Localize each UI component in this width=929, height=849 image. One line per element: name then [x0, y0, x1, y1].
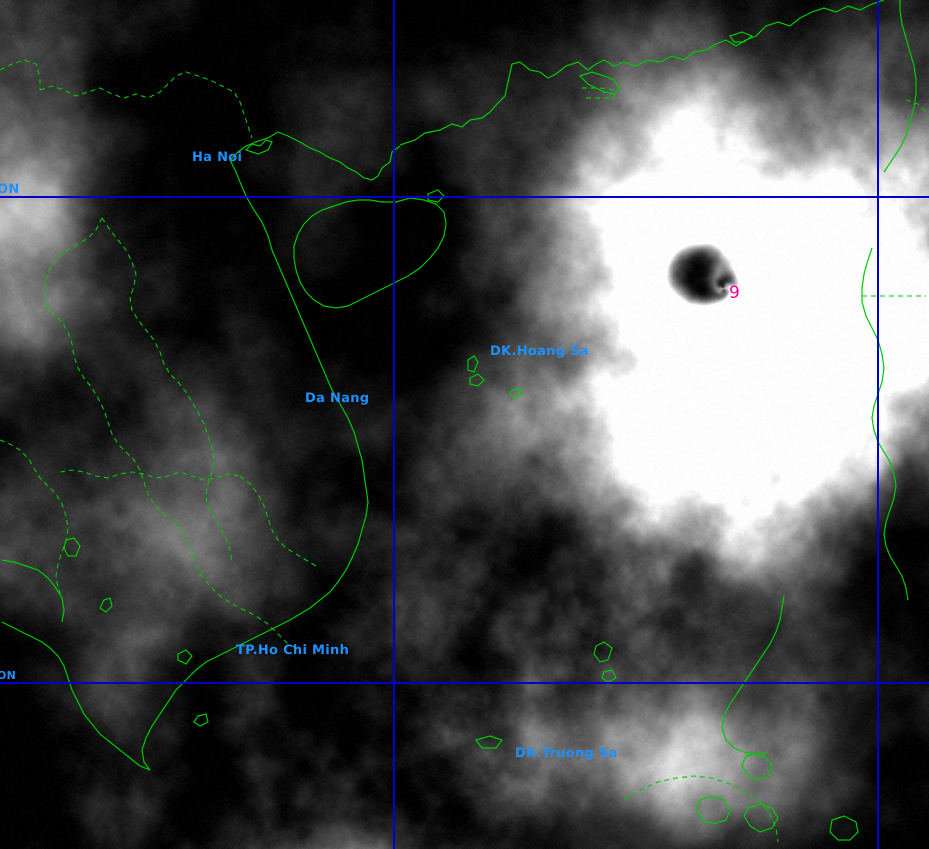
coastline-island-small-2	[177, 649, 193, 665]
coastline-island-north	[729, 31, 754, 43]
border-cambodia-laos	[239, 475, 317, 567]
coastline-philippines-island-2	[695, 795, 731, 825]
coastline-luzon-north	[883, 0, 917, 173]
islet-hoang-sa-3	[509, 387, 523, 399]
islet-truong-sa-1	[474, 735, 503, 749]
islet-hoang-sa-2	[469, 373, 485, 387]
islet-hoang-sa-1	[467, 355, 479, 373]
coastline-luzon-west	[861, 247, 909, 601]
border-laos-vietnam	[101, 217, 233, 563]
coastline-philippines-island-3	[743, 803, 779, 833]
coastline-hainan	[293, 197, 447, 309]
border-philippines-dash	[623, 775, 779, 843]
coastline-hainan-islet	[427, 189, 445, 203]
coastline-island-small-1	[99, 597, 113, 613]
national-border-group	[0, 59, 927, 843]
coastline-gulf-of-thailand	[1, 559, 65, 623]
border-luzon-dash	[905, 99, 927, 113]
coastline-ha-long	[244, 139, 273, 155]
coastline-island-small-3	[193, 713, 209, 727]
coastline-philippines-island-1	[741, 753, 773, 781]
coastline-group	[1, 0, 917, 841]
coastline-vietnam-east	[141, 181, 369, 771]
border-cambodia-vietnam	[199, 573, 301, 651]
storm-center-marker[interactable]: 9	[729, 283, 740, 303]
coastline-philippines-island-4	[829, 815, 859, 841]
border-vietnam-china	[39, 71, 253, 139]
border-laos-thai	[45, 303, 201, 575]
border-laos-north	[43, 217, 103, 305]
coastline-pearl-river	[578, 71, 621, 95]
coastline-philippines-mid2	[721, 691, 769, 755]
coastline-north-vietnam	[229, 131, 401, 183]
islet-truong-sa-3	[601, 669, 617, 683]
coastline-island-phuquoc	[63, 537, 81, 557]
border-myanmar-thai	[0, 439, 69, 599]
coastline-mekong-delta	[1, 621, 151, 771]
border-thai-cambodia	[59, 469, 241, 481]
coastline-south-china	[399, 0, 885, 146]
coastline-philippines-mid	[737, 595, 785, 693]
border-china-myanmar	[0, 59, 41, 90]
border-hong-kong	[582, 87, 615, 99]
islet-truong-sa-2	[593, 641, 613, 663]
